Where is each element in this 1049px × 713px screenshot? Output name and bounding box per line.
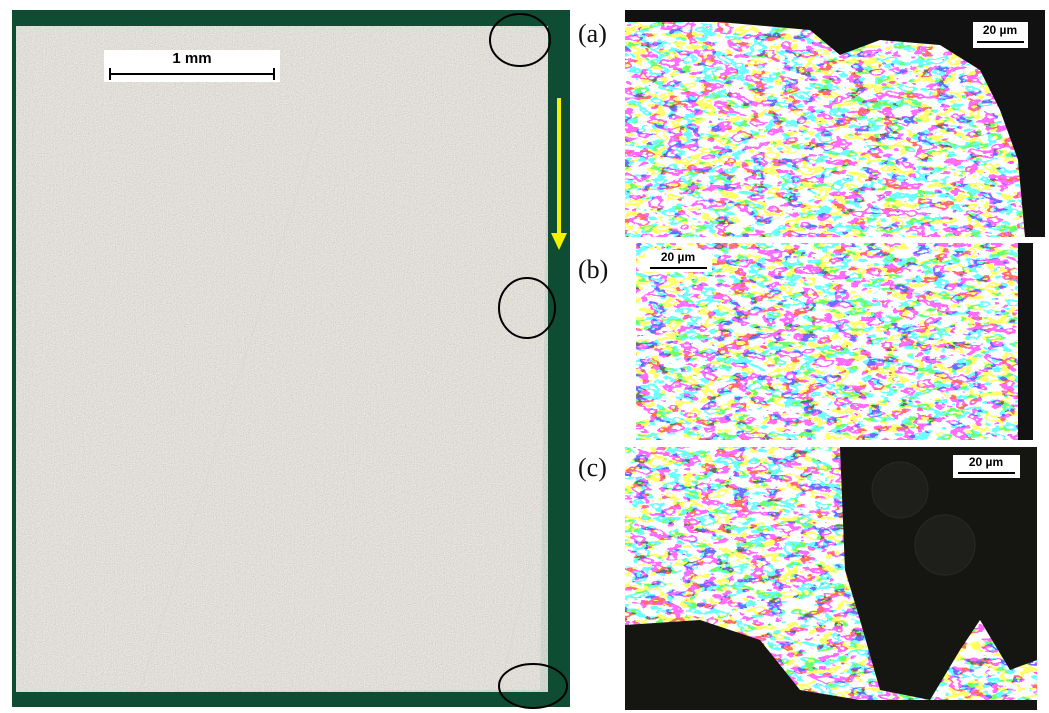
panel-a: (a) 20 µm <box>578 10 1045 237</box>
left-panel: 1 mm <box>12 10 570 708</box>
inclusion <box>872 462 928 518</box>
scale-bar-label: 20 µm <box>983 23 1017 37</box>
panel-label: (c) <box>578 453 607 482</box>
micrograph <box>636 243 1018 440</box>
inclusion <box>915 515 975 575</box>
page: 1 mm (a) 20 µm (b) 20 µm (c) <box>0 0 1049 713</box>
figure: 1 mm (a) 20 µm (b) 20 µm (c) <box>0 0 1049 713</box>
panel-label: (b) <box>578 255 608 284</box>
scale-bar-label: 20 µm <box>661 250 695 264</box>
panel-label: (a) <box>578 19 607 48</box>
mount-region <box>1018 243 1033 440</box>
sample-texture <box>16 26 548 692</box>
panel-b: (b) 20 µm <box>578 243 1033 440</box>
panel-c: (c) 20 µm <box>578 447 1037 710</box>
scale-bar-label: 1 mm <box>172 50 211 67</box>
scale-bar-label: 20 µm <box>969 455 1003 469</box>
